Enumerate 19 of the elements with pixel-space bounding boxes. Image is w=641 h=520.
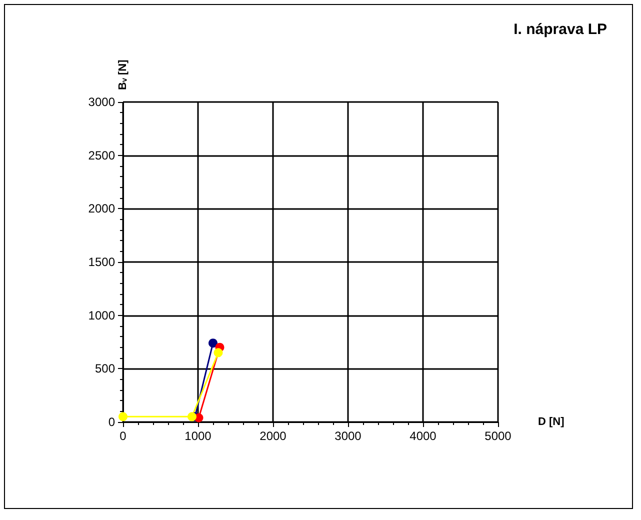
x-tick-label: 5000 bbox=[484, 429, 512, 443]
x-tick-label: 4000 bbox=[410, 429, 437, 443]
x-axis-title: D [N] bbox=[538, 416, 565, 428]
y-tick-label: 2000 bbox=[88, 202, 116, 216]
y-tick-label: 1000 bbox=[88, 308, 116, 322]
point bbox=[188, 412, 196, 422]
x-tick-label: 1000 bbox=[184, 429, 212, 443]
x-tick-label: 0 bbox=[120, 429, 127, 443]
point bbox=[208, 338, 218, 348]
text: I. náprava LP bbox=[514, 21, 608, 38]
x-tick-label: 2000 bbox=[260, 429, 287, 443]
y-tick-label: 2500 bbox=[88, 148, 116, 162]
y-tick-label: 1500 bbox=[88, 255, 116, 269]
point bbox=[214, 348, 223, 358]
y-tick-label: 0 bbox=[108, 415, 116, 429]
y-tick-label: 500 bbox=[94, 362, 116, 376]
y-axis-title: Bᵥ [N] bbox=[117, 59, 129, 90]
y-tick-label: 3000 bbox=[88, 95, 116, 109]
x-tick-label: 3000 bbox=[334, 429, 362, 443]
